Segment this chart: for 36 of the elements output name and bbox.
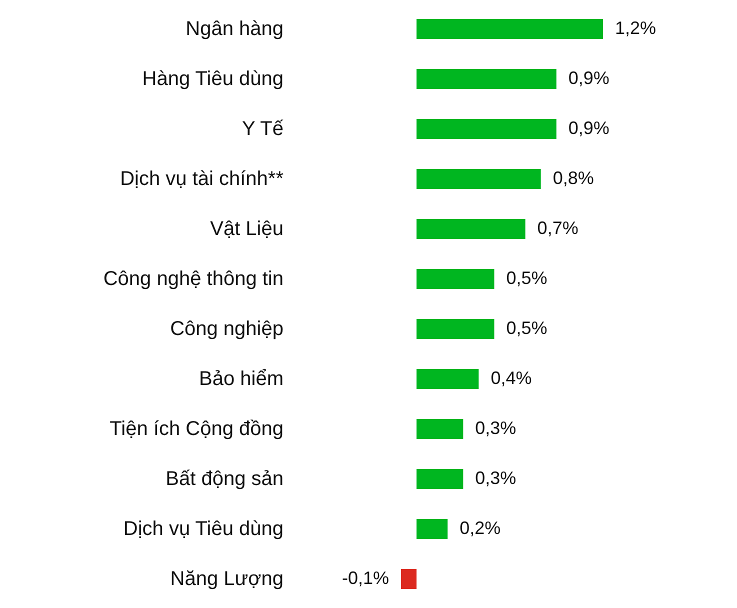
data-label: 0,9% [568,68,610,88]
data-label: -0,1% [342,568,389,588]
y-tick-label: Dịch vụ tài chính** [120,168,284,190]
data-label: 0,4% [490,368,532,388]
y-tick-label: Công nghiệp [170,318,284,340]
data-label: 0,8% [552,168,594,188]
y-tick-label: Tiện ích Cộng đồng [110,418,284,440]
bar [416,219,526,239]
bar [416,519,448,539]
bar [416,369,479,389]
y-tick-label: Vật Liệu [210,218,284,240]
bar [416,119,556,139]
y-tick-label: Dịch vụ Tiêu dùng [123,518,284,540]
data-label: 0,5% [506,268,548,288]
y-tick-label: Năng Lượng [170,568,284,590]
y-tick-label: Bất động sản [166,468,284,490]
data-label: 0,3% [475,468,516,488]
bar [401,569,417,589]
bar [416,419,464,439]
data-label: 0,5% [506,318,548,338]
y-tick-label: Hàng Tiêu dùng [142,68,284,90]
data-label: 1,2% [615,18,656,38]
bar [416,269,494,289]
bar [416,69,556,89]
y-tick-label: Bảo hiểm [199,368,284,390]
y-tick-label: Y Tế [242,118,284,140]
bar [416,19,603,39]
y-tick-label: Công nghệ thông tin [103,268,284,290]
bar [416,319,494,339]
data-label: 0,3% [475,418,516,438]
y-tick-label: Ngân hàng [186,18,284,40]
data-label: 0,9% [568,118,610,138]
data-label: 0,7% [537,218,578,238]
bar [416,469,464,489]
bar [416,169,541,189]
data-label: 0,2% [460,518,501,538]
